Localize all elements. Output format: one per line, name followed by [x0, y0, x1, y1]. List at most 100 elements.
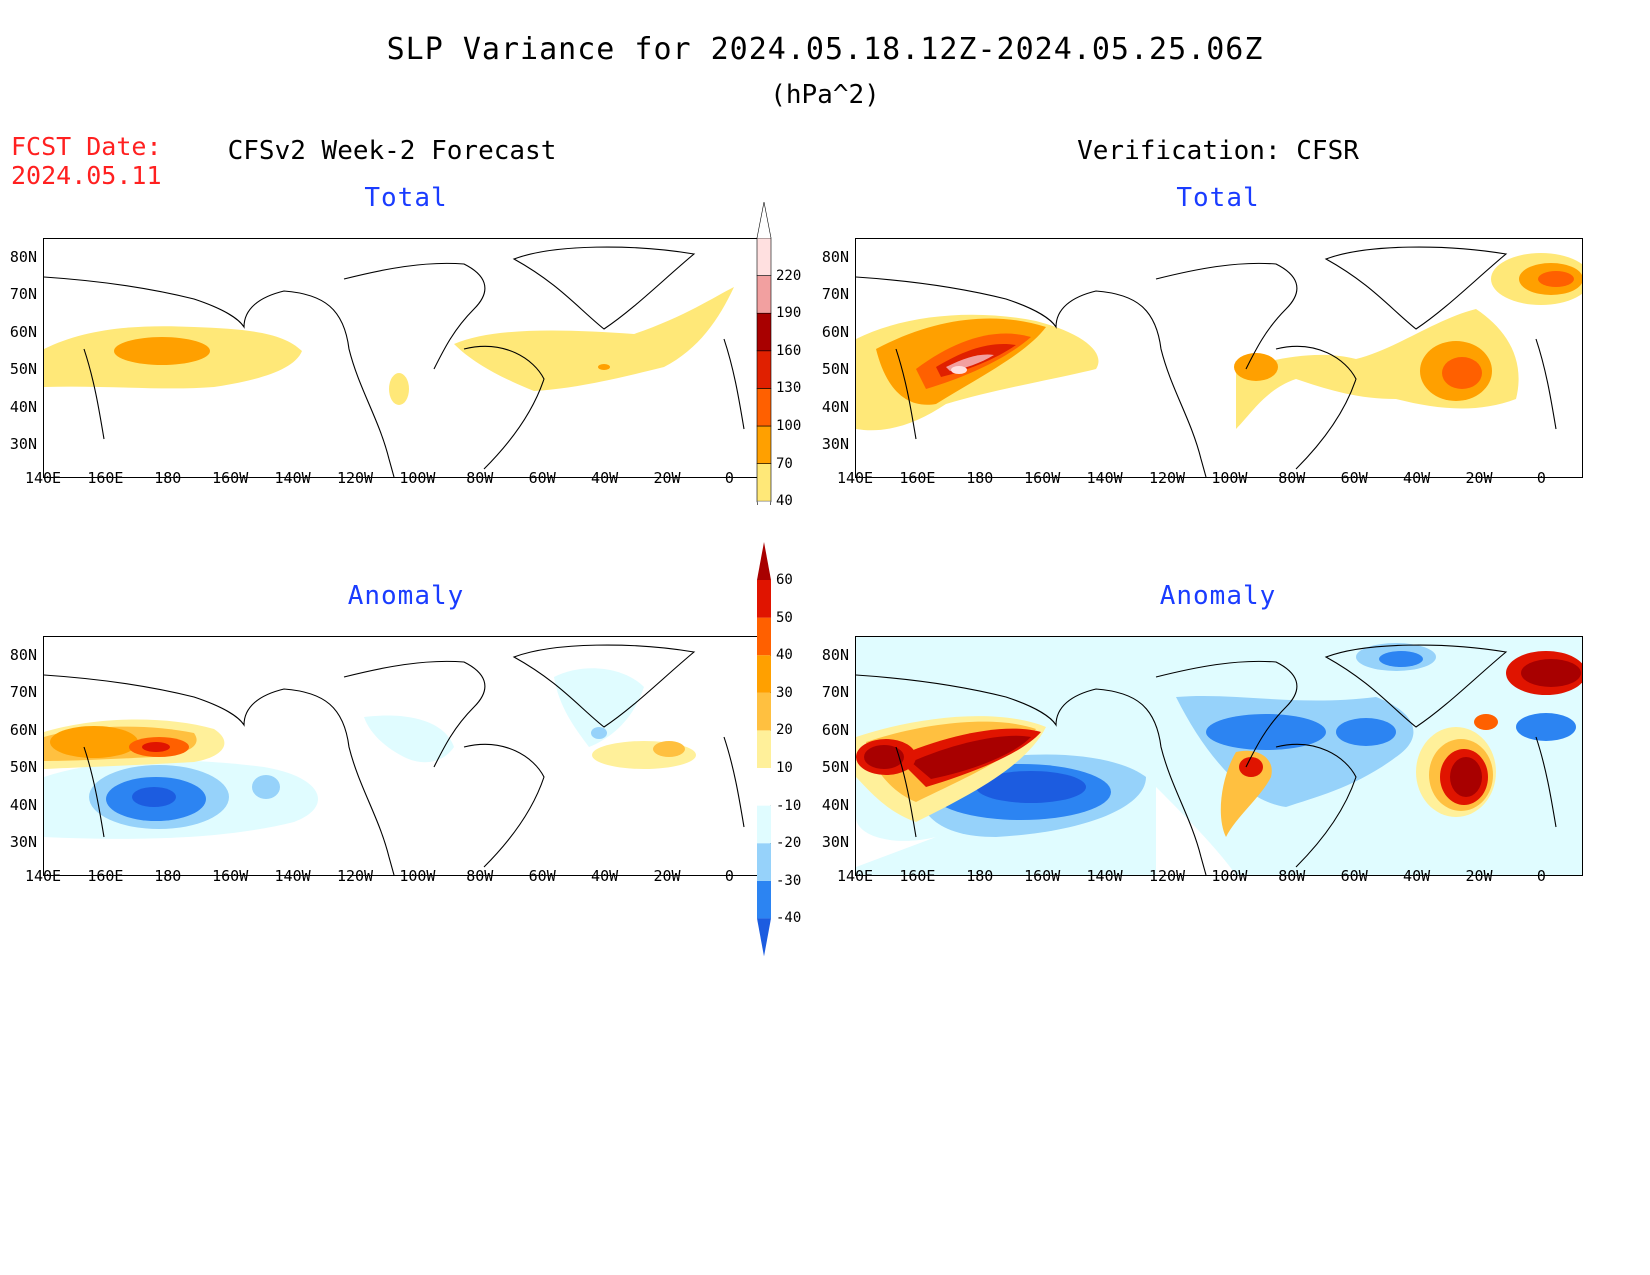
lat-tick-label: 50N: [9, 360, 37, 379]
lat-tick-label: 50N: [9, 758, 37, 777]
lon-tick-label: 80W: [466, 469, 494, 487]
lat-tick-label: 70N: [9, 285, 37, 304]
verification-total-label: Total: [1176, 183, 1260, 213]
colorbar-tick-label: 70: [776, 455, 793, 472]
lon-tick-label: 60W: [528, 469, 556, 487]
lon-tick-label: 20W: [653, 867, 681, 885]
figure-units: (hPa^2): [770, 80, 880, 110]
lat-tick-label: 40N: [9, 397, 37, 416]
lon-tick-label: 160E: [87, 469, 124, 487]
colorbar-tick-label: 160: [776, 342, 802, 359]
lat-tick-label: 70N: [9, 683, 37, 702]
fcst-date-label: FCST Date:: [11, 132, 162, 161]
lon-tick-label: 40W: [1403, 867, 1431, 885]
lat-tick-label: 60N: [9, 322, 37, 341]
lon-tick-label: 160E: [899, 469, 936, 487]
lon-tick-label: 60W: [528, 867, 556, 885]
colorbar-swatch: [757, 617, 771, 656]
colorbar-top-arrow: [757, 542, 771, 580]
lon-tick-label: 100W: [1211, 867, 1248, 885]
lon-tick-label: 180: [154, 469, 182, 487]
colorbar-tick-label: -20: [776, 835, 802, 852]
lon-tick-label: 0: [724, 469, 734, 487]
lon-tick-label: 140E: [24, 469, 62, 487]
lon-tick-label: 60W: [1340, 469, 1368, 487]
lat-tick-label: 30N: [821, 833, 849, 851]
lon-tick-label: 20W: [1465, 469, 1493, 487]
forecast-header: CFSv2 Week-2 Forecast: [227, 136, 557, 166]
lon-tick-label: 120W: [336, 867, 374, 885]
lon-tick-label: 180: [154, 867, 182, 885]
lon-tick-label: 100W: [399, 867, 436, 885]
lat-tick-label: 30N: [821, 435, 849, 453]
colorbar-tick-label: -40: [776, 910, 802, 927]
lat-tick-label: 70N: [821, 285, 849, 304]
lon-tick-label: 120W: [336, 469, 374, 487]
lon-tick-label: 0: [1536, 867, 1546, 885]
lon-tick-label: 120W: [1148, 469, 1186, 487]
lon-tick-label: 80W: [1278, 867, 1306, 885]
anomaly-colorbar: [757, 542, 771, 957]
lat-tick-label: 40N: [821, 795, 849, 814]
colorbar-swatch: [757, 880, 771, 919]
colorbar-swatch: [756, 425, 772, 464]
lon-tick-label: 40W: [591, 469, 619, 487]
lon-tick-label: 160W: [1024, 469, 1061, 487]
forecast-anomaly-contours: [44, 668, 696, 839]
lon-tick-label: 80W: [466, 867, 494, 885]
lat-tick-label: 50N: [821, 360, 849, 379]
figure-title: SLP Variance for 2024.05.18.12Z-2024.05.…: [386, 32, 1264, 67]
lon-tick-label: 20W: [1465, 867, 1493, 885]
lat-tick-label: 30N: [9, 435, 37, 453]
colorbar-swatch: [757, 730, 771, 768]
lat-tick-label: 80N: [9, 248, 37, 266]
colorbar-swatch: [756, 237, 772, 276]
colorbar-swatch: [757, 843, 771, 881]
colorbar-swatch: [757, 580, 771, 618]
colorbar-tick-label: 40: [776, 647, 793, 664]
verification-total-contours: [856, 253, 1582, 431]
lat-tick-label: 60N: [821, 720, 849, 739]
lon-tick-label: 140W: [274, 469, 311, 487]
verification-anomaly-contours: [856, 637, 1582, 875]
verification-header: Verification: CFSR: [1077, 136, 1359, 166]
lon-tick-label: 160E: [87, 867, 124, 885]
lat-tick-label: 40N: [9, 795, 37, 814]
lon-tick-label: 20W: [653, 469, 681, 487]
forecast-total-label: Total: [364, 183, 448, 213]
lon-tick-label: 160W: [212, 469, 249, 487]
colorbar-tick-label: 60: [776, 572, 793, 588]
forecast-total-contours: [44, 287, 734, 405]
colorbar-tick-label: 220: [776, 267, 802, 284]
coastline-outline: [856, 246, 1557, 477]
lon-tick-label: 140W: [274, 867, 311, 885]
colorbar-top-arrow: [756, 201, 772, 239]
colorbar-tick-label: 40: [776, 493, 793, 510]
lon-tick-label: 140E: [24, 867, 62, 885]
lon-tick-label: 140W: [1086, 867, 1123, 885]
forecast-anomaly-label: Anomaly: [347, 581, 465, 611]
colorbar-tick-label: 100: [776, 418, 802, 434]
colorbar-tick-label: 30: [776, 684, 793, 701]
lat-tick-label: 70N: [821, 683, 849, 702]
colorbar-tick-label: 190: [776, 305, 802, 322]
lon-tick-label: 40W: [1403, 469, 1431, 487]
fcst-date-value: 2024.05.11: [11, 161, 162, 190]
lat-tick-label: 80N: [821, 248, 849, 266]
lon-tick-label: 180: [966, 469, 994, 487]
coastline-outline: [44, 644, 745, 875]
lat-tick-label: 80N: [9, 646, 37, 664]
lat-tick-label: 60N: [9, 720, 37, 739]
colorbar-bottom-arrow: [757, 918, 771, 957]
colorbar-swatch: [756, 275, 772, 314]
lon-tick-label: 180: [966, 867, 994, 885]
coastline-outline: [856, 644, 1557, 875]
colorbar-tick-label: 20: [776, 722, 793, 739]
lat-tick-label: 60N: [821, 322, 849, 341]
lon-tick-label: 0: [724, 867, 734, 885]
lat-tick-label: 30N: [9, 833, 37, 851]
verification-anomaly-label: Anomaly: [1159, 581, 1277, 611]
colorbar-tick-label: 50: [776, 609, 793, 626]
colorbar-swatch: [757, 692, 771, 731]
colorbar-tick-label: 130: [776, 380, 802, 397]
